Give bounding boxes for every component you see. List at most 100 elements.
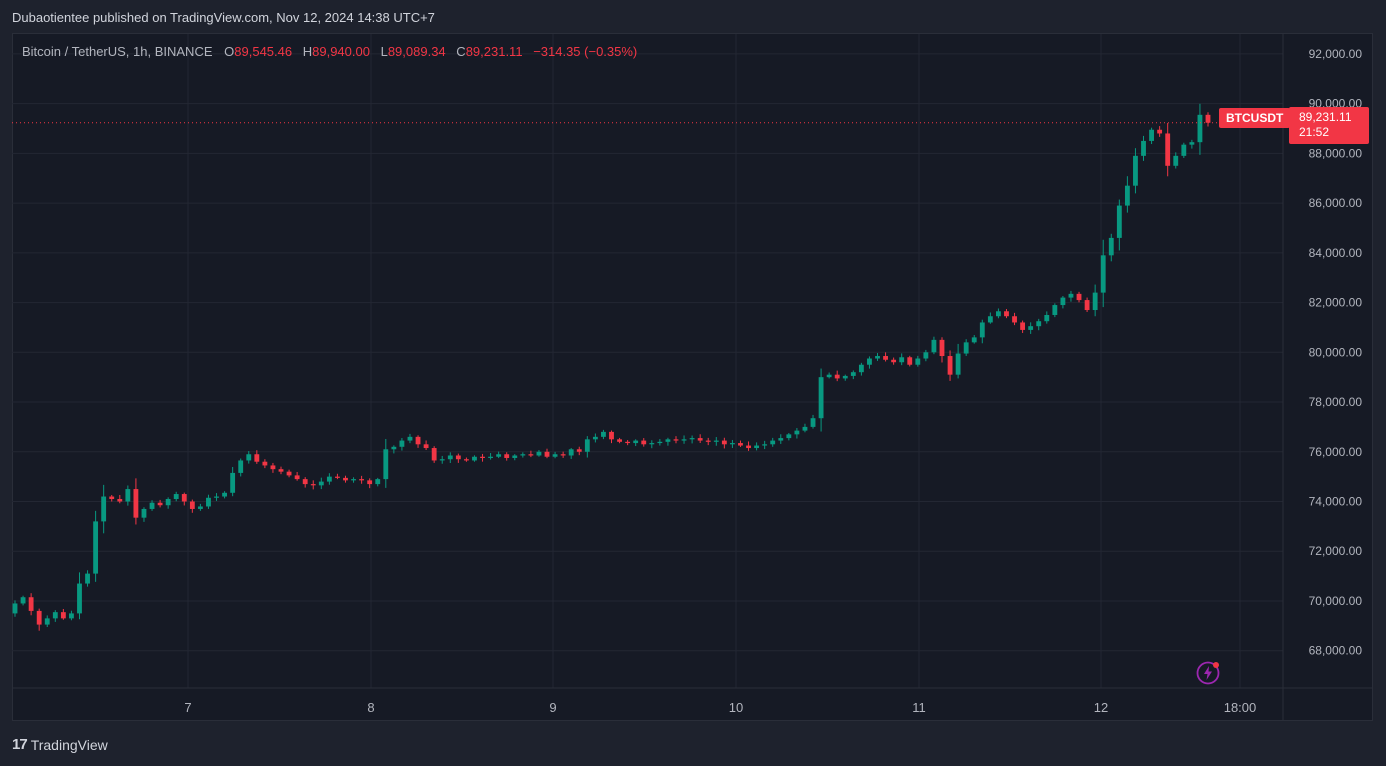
candle-body (310, 484, 316, 486)
candle-body (246, 454, 252, 461)
candle-body (1076, 293, 1082, 301)
y-tick-label: 68,000.00 (1309, 644, 1363, 658)
candle-body (963, 342, 969, 354)
candle-body (391, 446, 397, 450)
candle-body (480, 456, 485, 458)
candle-body (689, 438, 695, 440)
candle-body (947, 356, 953, 375)
candle-body (665, 439, 671, 442)
high-value: 89,940.00 (312, 44, 370, 59)
candle-body (85, 573, 90, 584)
candle-body (576, 449, 582, 452)
candle-body (318, 481, 324, 486)
candle-body (463, 459, 469, 461)
y-tick-label: 74,000.00 (1309, 494, 1363, 508)
candle-body (536, 451, 542, 456)
y-tick-label: 86,000.00 (1309, 196, 1363, 210)
candle-body (1149, 129, 1154, 141)
candle-body (230, 472, 236, 493)
candle-body (294, 475, 300, 480)
candle-body (496, 454, 502, 457)
candle-body (810, 418, 816, 427)
candle-body (351, 479, 356, 481)
candle-body (762, 444, 768, 446)
candle-body (907, 357, 913, 365)
low-value: 89,089.34 (387, 44, 446, 59)
candle-body (1157, 129, 1163, 134)
symbol-legend: Bitcoin / TetherUS, 1h, BINANCE O89,545.… (22, 44, 637, 59)
candle-body (875, 356, 880, 359)
candle-body (705, 440, 711, 442)
candle-body (721, 440, 727, 445)
candle-body (512, 455, 518, 458)
candle-body (343, 477, 348, 481)
last-price-value: 89,231.11 (1299, 110, 1352, 124)
candle-body (778, 438, 784, 441)
candle-body (117, 499, 123, 502)
bar-countdown: 21:52 (1299, 125, 1330, 139)
y-tick-label: 84,000.00 (1309, 246, 1363, 260)
candle-body (842, 375, 848, 379)
tradingview-logo[interactable]: 17 TradingView (12, 736, 108, 753)
candle-body (60, 612, 66, 619)
candle-body (1133, 155, 1138, 186)
candle-body (69, 613, 74, 619)
candle-body (1060, 297, 1066, 306)
candle-body (286, 471, 292, 476)
candle-body (141, 508, 147, 518)
candle-body (399, 440, 405, 447)
x-tick-label: 12 (1094, 700, 1108, 715)
lightning-icon[interactable] (1196, 661, 1220, 685)
candle-body (867, 358, 872, 365)
tradingview-logo-icon: 17 (12, 736, 28, 753)
candle-body (488, 456, 494, 458)
candle-body (1028, 326, 1034, 330)
chart-area[interactable] (12, 33, 1373, 721)
y-tick-label: 76,000.00 (1309, 445, 1363, 459)
candle-body (1012, 316, 1017, 323)
candle-body (214, 496, 219, 498)
candle-body (697, 438, 703, 441)
candle-body (641, 440, 647, 445)
candle-body (786, 434, 792, 439)
candle-body (1100, 255, 1106, 293)
candle-body (335, 476, 340, 478)
candle-body (504, 454, 510, 458)
candle-body (254, 454, 260, 462)
candle-body (568, 449, 574, 456)
candle-body (101, 496, 107, 522)
candle-body (455, 455, 461, 460)
candle-body (181, 494, 187, 502)
candle-body (1189, 142, 1195, 145)
candle-body (1173, 155, 1179, 166)
candle-body (1141, 140, 1146, 156)
candle-body (1044, 314, 1050, 322)
published-caption: Dubaotientee published on TradingView.co… (12, 10, 435, 25)
candle-body (544, 451, 550, 457)
candle-body (1020, 322, 1026, 330)
candle-body (367, 480, 373, 485)
candle-body (165, 499, 171, 506)
candle-body (407, 436, 413, 441)
candle-body (1092, 292, 1098, 311)
candle-body (1181, 144, 1187, 156)
candle-body (1036, 321, 1042, 327)
candle-body (1068, 293, 1074, 298)
candle-body (125, 489, 131, 502)
candle-body (609, 431, 614, 440)
candle-body (939, 339, 945, 357)
candle-body (270, 465, 276, 470)
candle-body (834, 374, 840, 379)
y-tick-label: 82,000.00 (1309, 296, 1363, 310)
candle-body (1084, 300, 1090, 311)
candle-body (52, 612, 58, 619)
x-tick-label: 10 (729, 700, 743, 715)
candle-body (133, 489, 139, 518)
candle-body (625, 441, 631, 444)
candle-body (584, 439, 590, 452)
candle-body (729, 443, 735, 445)
candle-body (915, 358, 921, 365)
candle-body (1165, 133, 1171, 166)
candle-body (770, 440, 776, 445)
